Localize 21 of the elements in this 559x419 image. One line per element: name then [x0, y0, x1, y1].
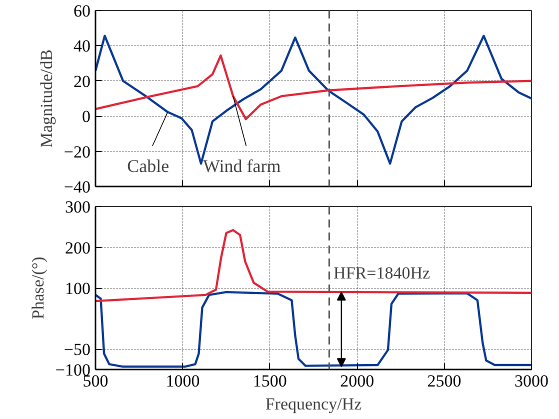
x-axis-title: Frequency/Hz — [265, 394, 362, 414]
y-tick-label: −50 — [64, 340, 91, 360]
x-tick-label: 3000 — [514, 372, 548, 390]
x-tick-label: 1500 — [252, 372, 287, 390]
y-tick-label: 20 — [74, 72, 90, 91]
text: Wind farm — [202, 156, 281, 176]
x-tick-label: 2000 — [340, 372, 374, 390]
y-tick-label: 100 — [65, 279, 90, 298]
x-tick-label: 2500 — [427, 372, 462, 390]
y-tick-label: 300 — [65, 198, 90, 216]
annotation: HFR=1840Hz — [334, 263, 430, 282]
y-tick-label: −40 — [64, 178, 91, 196]
y-tick-label: 40 — [74, 36, 90, 56]
series-label: Cable — [127, 156, 170, 176]
y-axis-title: Magnitude/dB — [36, 49, 56, 148]
y-tick-label: 0 — [82, 107, 90, 126]
y-tick-label: 200 — [65, 238, 90, 258]
y-axis-title: Phase/(°) — [28, 256, 48, 320]
x-tick-label: 1000 — [166, 372, 200, 390]
y-tick-label: −20 — [64, 142, 91, 162]
y-tick-label: 60 — [74, 2, 90, 20]
